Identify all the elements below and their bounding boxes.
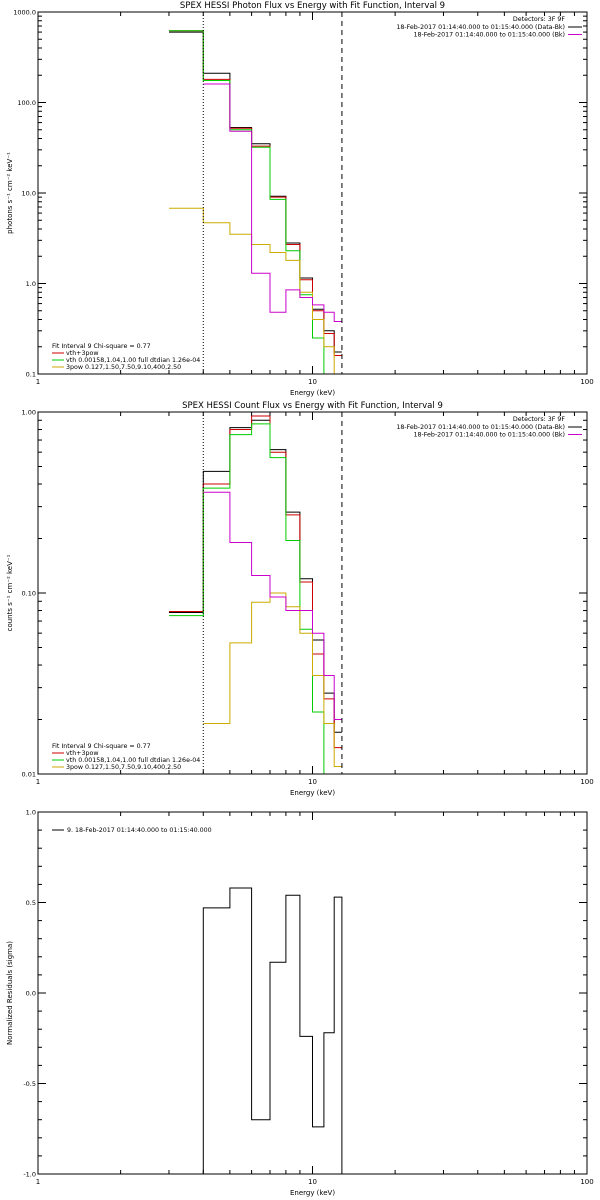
count-y-axis-label: counts s⁻¹ cm⁻² keV⁻¹ — [6, 554, 14, 631]
residual-legend-entry-0: 9. 18-Feb-2017 01:14:40.000 to 01:15:40.… — [67, 827, 212, 834]
photon-y-tick-label: 1.0 — [26, 280, 36, 288]
residual-x-tick-label: 100 — [580, 1178, 593, 1186]
count-flux-panel: SPEX HESSI Count Flux vs Energy with Fit… — [6, 401, 594, 797]
residual-series-0-histogram — [202, 887, 343, 1174]
photon-legend-detectors: Detectors: 3F 9F — [513, 16, 565, 23]
photon-series-0-histogram — [169, 31, 342, 353]
residual-series-group — [202, 887, 343, 1174]
photon-legend-entry-1: 18-Feb-2017 01:14:40.000 to 01:15:40.000… — [413, 32, 565, 39]
residual-y-axis-label: Normalized Residuals (sigma) — [6, 941, 14, 1045]
residual-y-tick-label: -1.0 — [23, 1171, 36, 1179]
photon-legend-entry-0: 18-Feb-2017 01:14:40.000 to 01:15:40.000… — [396, 24, 565, 31]
photon-x-tick-label: 100 — [580, 378, 593, 386]
count-legend-detectors: Detectors: 3F 9F — [513, 416, 565, 423]
count-series-2-histogram — [169, 423, 342, 774]
residual-y-tick-label: 1.0 — [26, 809, 36, 817]
count-x-tick-label: 1 — [36, 778, 40, 786]
count-series-1-histogram — [169, 415, 342, 749]
count-series-3-histogram — [203, 592, 342, 767]
photon-flux-panel: SPEX HESSI Photon Flux vs Energy with Fi… — [6, 1, 594, 397]
count-legend-fit-interval: Fit Interval 9 Chi-square = 0.77 — [52, 743, 151, 750]
count-y-tick-label: 0.01 — [22, 771, 36, 779]
count-series-4-histogram — [203, 491, 342, 720]
photon-series-group — [169, 30, 342, 374]
residual-y-tick-label: 0.0 — [26, 990, 36, 998]
count-series-group — [169, 415, 342, 774]
photon-x-axis-label: Energy (keV) — [290, 389, 335, 397]
residual-y-tick-label: -0.5 — [23, 1080, 36, 1088]
photon-chart-title: SPEX HESSI Photon Flux vs Energy with Fi… — [180, 1, 445, 11]
photon-x-tick-label: 10 — [308, 378, 317, 386]
residuals-panel: 1 10 100 -1.0 -0.5 0.0 0.5 1.0 Energy (keV) Norma… — [6, 809, 594, 1198]
photon-legend-entry-0: vth+3pow — [66, 350, 98, 357]
count-legend-entry-0: vth+3pow — [66, 750, 98, 757]
photon-y-axis-label: photons s⁻¹ cm⁻² keV⁻¹ — [6, 152, 14, 234]
photon-x-tick-label: 1 — [36, 378, 40, 386]
photon-y-tick-label: 100.0 — [17, 99, 36, 107]
photon-series-3-histogram — [169, 207, 342, 374]
residual-y-tick-label: 0.5 — [26, 899, 36, 907]
count-legend-entry-0: 18-Feb-2017 01:14:40.000 to 01:15:40.000… — [396, 424, 565, 431]
count-legend-entry-1: 18-Feb-2017 01:14:40.000 to 01:15:40.000… — [413, 432, 565, 439]
photon-y-tick-label: 0.1 — [26, 371, 36, 379]
residual-x-tick-label: 1 — [36, 1178, 40, 1186]
photon-legend-fit-interval: Fit Interval 9 Chi-square = 0.77 — [52, 343, 151, 350]
photon-series-2-histogram — [169, 30, 342, 374]
count-x-tick-label: 100 — [580, 778, 593, 786]
count-legend-entry-1: vth 0.00158,1.04,1.00 full dtdian 1.26e-… — [66, 757, 200, 764]
count-x-axis-label: Energy (keV) — [290, 789, 335, 797]
count-y-tick-label: 0.10 — [22, 590, 36, 598]
count-x-tick-label: 10 — [308, 778, 317, 786]
residual-x-tick-label: 10 — [308, 1178, 317, 1186]
photon-legend-entry-1: vth 0.00158,1.04,1.00 full dtdian 1.26e-… — [66, 357, 200, 364]
photon-legend-entry-2: 3pow 0.127,1.50,7.50,9.10,400,2.50 — [66, 364, 181, 371]
count-chart-title: SPEX HESSI Count Flux vs Energy with Fit… — [182, 401, 443, 411]
count-y-tick-label: 1.00 — [22, 409, 36, 417]
photon-series-4-histogram — [203, 83, 342, 322]
count-legend-entry-2: 3pow 0.127,1.50,7.50,9.10,400,2.50 — [66, 764, 181, 771]
photon-y-tick-label: 1000.0 — [13, 9, 36, 17]
photon-series-1-histogram — [169, 30, 342, 356]
photon-y-tick-label: 10.0 — [22, 190, 36, 198]
count-series-0-histogram — [169, 419, 342, 733]
residual-x-axis-label: Energy (keV) — [290, 1189, 335, 1197]
